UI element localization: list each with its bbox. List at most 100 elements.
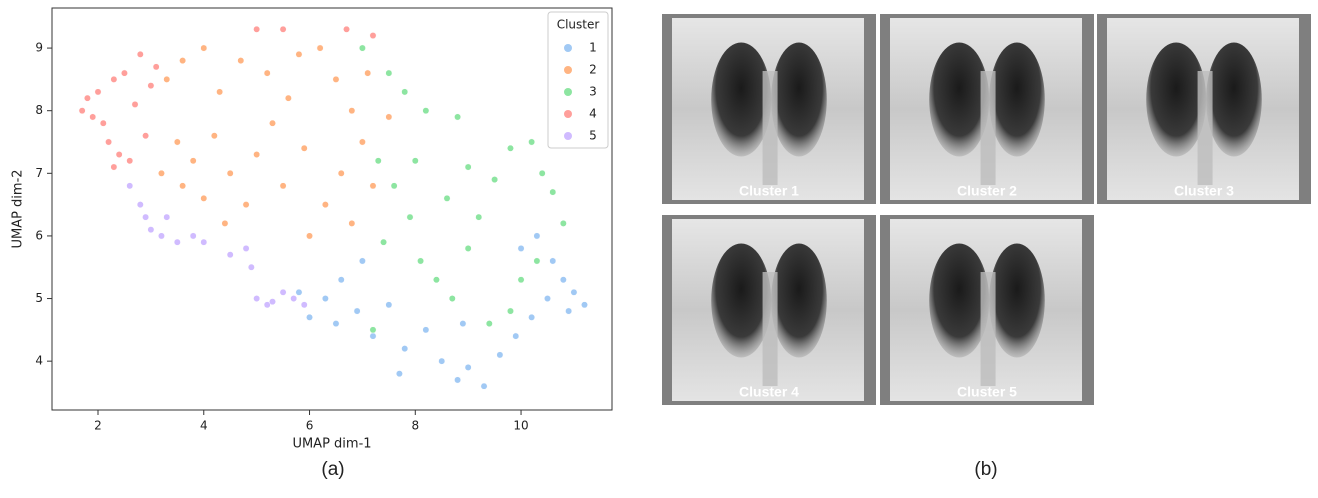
y-tick-label: 5 xyxy=(35,291,43,305)
x-tick-label: 10 xyxy=(513,419,528,433)
point xyxy=(528,313,536,321)
point xyxy=(507,307,514,315)
legend-marker xyxy=(564,88,572,96)
point xyxy=(559,276,567,284)
legend-label: 1 xyxy=(589,41,597,55)
point xyxy=(284,94,292,102)
lung-left xyxy=(711,243,772,358)
point xyxy=(549,188,557,196)
point xyxy=(279,288,287,296)
lung-right xyxy=(1206,42,1262,157)
mediastinum xyxy=(762,71,778,185)
y-tick-label: 6 xyxy=(35,228,43,242)
point xyxy=(464,363,472,371)
image-label: Cluster 4 xyxy=(739,384,799,400)
point xyxy=(300,301,308,309)
point xyxy=(565,307,573,315)
point xyxy=(406,213,414,221)
point xyxy=(337,276,345,284)
point xyxy=(147,82,155,90)
y-tick-label: 8 xyxy=(35,103,43,117)
point xyxy=(279,25,287,33)
point xyxy=(369,182,377,190)
point xyxy=(549,257,557,265)
point xyxy=(395,370,403,378)
image-label: Cluster 3 xyxy=(1174,183,1234,199)
point xyxy=(253,295,261,302)
point xyxy=(485,320,493,328)
point xyxy=(358,138,366,146)
point xyxy=(221,219,229,227)
legend-marker xyxy=(564,110,572,118)
point xyxy=(512,332,520,340)
point xyxy=(295,50,303,58)
point xyxy=(517,244,525,252)
point xyxy=(136,201,144,209)
point xyxy=(226,169,234,177)
point xyxy=(110,163,118,171)
point xyxy=(242,201,250,209)
point xyxy=(237,57,245,65)
point xyxy=(295,288,303,296)
image-label: Cluster 1 xyxy=(739,183,799,199)
x-tick-label: 6 xyxy=(306,419,314,433)
point xyxy=(115,151,123,158)
point xyxy=(417,257,425,265)
point xyxy=(279,182,287,190)
y-axis-label: UMAP dim-2 xyxy=(11,169,26,248)
point xyxy=(242,244,250,252)
point xyxy=(538,169,546,177)
mediastinum xyxy=(980,272,996,386)
point xyxy=(364,69,372,77)
point xyxy=(369,332,377,340)
point xyxy=(438,357,446,365)
point xyxy=(179,57,187,65)
point xyxy=(158,169,165,177)
point xyxy=(348,219,356,227)
point xyxy=(480,382,488,390)
point xyxy=(290,295,298,302)
point xyxy=(464,163,472,171)
point xyxy=(263,301,271,309)
point xyxy=(337,169,345,177)
lung-right xyxy=(989,243,1045,358)
x-tick-label: 2 xyxy=(94,419,102,433)
point xyxy=(83,94,91,102)
xray-image: Cluster 5 xyxy=(880,215,1094,405)
point xyxy=(306,313,313,321)
y-tick-label: 9 xyxy=(35,41,43,55)
point xyxy=(200,238,208,246)
point xyxy=(306,232,313,240)
lung-right xyxy=(771,243,827,358)
point xyxy=(380,238,388,246)
point xyxy=(422,326,430,334)
lung-right xyxy=(771,42,827,157)
point xyxy=(385,301,393,309)
lung-left xyxy=(711,42,772,157)
point xyxy=(216,88,224,96)
point xyxy=(374,157,382,165)
point xyxy=(158,232,165,240)
point xyxy=(517,276,525,284)
point xyxy=(459,320,467,328)
point xyxy=(105,138,113,146)
image-label: Cluster 2 xyxy=(957,183,1017,199)
point xyxy=(152,63,160,71)
point xyxy=(332,320,340,328)
plot-frame xyxy=(51,7,613,411)
point xyxy=(226,251,234,259)
point xyxy=(454,113,462,121)
point xyxy=(210,132,218,140)
y-tick-label: 4 xyxy=(35,354,43,368)
point xyxy=(173,238,181,246)
point xyxy=(136,50,144,58)
point xyxy=(78,107,86,115)
caption-a: (a) xyxy=(321,459,344,480)
point xyxy=(173,138,181,146)
point xyxy=(269,298,276,306)
point xyxy=(253,151,261,158)
point xyxy=(343,25,350,33)
point xyxy=(179,182,187,190)
point xyxy=(475,213,483,221)
